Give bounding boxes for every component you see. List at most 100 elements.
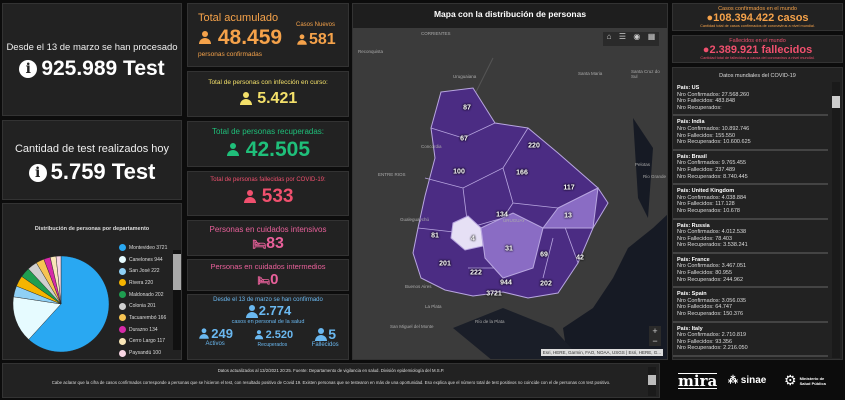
country-fall: Nro Fallecidos: 93.356 [677,338,733,345]
legend-item[interactable]: Canelones 944 [119,254,171,266]
country-rec: Nro Recuperados: 8.740.445 [677,173,748,180]
department-count-label[interactable]: 202 [540,280,552,288]
department-count-label[interactable]: 69 [540,251,548,259]
country-item[interactable]: País: United Kingdom Nro Confirmados: 4.0… [673,185,828,220]
info-icon [28,164,47,183]
place-label: ENTRE RIOS [378,172,406,177]
legend-label: Cerro Largo 117 [129,338,166,345]
footer-note: Cabe aclarar que la cifra de casos confi… [51,380,611,385]
icu-title: Personas en cuidados intensivos [209,225,327,234]
zoom-out-button[interactable]: − [652,336,658,346]
qr-icon[interactable]: ▦ [647,32,656,41]
place-label: Uruguaiana [453,74,477,79]
legend-swatch [119,314,126,322]
legend-item[interactable]: Maldonado 202 [119,289,171,301]
legend-item[interactable]: San José 222 [119,265,171,277]
department-count-label[interactable]: 166 [516,169,528,177]
country-conf: Nro Confirmados: 9.765.455 [677,160,747,167]
country-item[interactable]: País: US Nro Confirmados: 27.568.260 Nro F… [673,82,828,117]
basemap-icon[interactable]: ◉ [633,32,641,41]
legend-item[interactable]: Rivera 220 [119,277,171,289]
health-sub: casos en personal de la salud [231,318,305,325]
country-list-scrollbar[interactable] [832,82,840,358]
department-count-label[interactable]: 220 [528,142,540,150]
legend-label: Durazno 134 [129,326,158,333]
country-item[interactable]: País: Russia Nro Confirmados: 4.012.538 Nr… [673,220,828,254]
legend-item[interactable]: Tacuarembó 166 [119,312,171,324]
department-count-label[interactable]: 4 [471,235,475,243]
pie-slice-montevideo[interactable] [28,255,110,353]
legend-item[interactable]: Colonia 201 [119,300,171,312]
department-count-label[interactable]: 81 [431,232,439,240]
pie-slice-canelones[interactable] [12,296,62,340]
country-item[interactable]: País: Italy Nro Confirmados: 2.710.819 Nro… [673,323,828,357]
accumulated-panel: Total acumulado 48.459 personas confirma… [187,3,349,67]
world-deaths-value: 2.389.921 fallecidos [709,44,813,56]
place-label: Pelotas [635,162,651,167]
country-item[interactable]: País: Spain Nro Confirmados: 3.056.035 Nro… [673,288,828,323]
legend-item[interactable]: Montevideo 3721 [119,242,171,254]
tests-today-panel: Cantidad de test realizados hoy 5.759 Te… [2,120,182,200]
country-item[interactable]: País: France Nro Confirmados: 3.467.051 Nr… [673,254,828,289]
accumulated-sub: personas confirmadas [198,51,262,58]
country-item[interactable]: País: India Nro Confirmados: 10.892.746 Nr… [673,116,828,151]
department-count-label[interactable]: 67 [460,135,468,143]
legend-label: Tacuarembó 166 [129,314,167,321]
legend-item[interactable]: Durazno 134 [119,324,171,336]
legend-label: Paysandú 100 [129,350,161,357]
legend-swatch [119,302,126,310]
deaths-panel: Total de personas fallecidas por COVID-1… [187,171,349,216]
place-label: URUGUAY [503,218,526,223]
map-toolbar: ⌂ ☰ ◉ ▦ [603,32,659,46]
legend-scrollbar[interactable] [173,250,181,350]
legend-item[interactable]: Cerro Largo 117 [119,336,171,348]
country-rec: Nro Recuperados: 10.600.625 [677,139,751,146]
department-count-label[interactable]: 31 [505,245,513,253]
department-count-label[interactable]: 100 [453,168,465,176]
department-count-label[interactable]: 134 [496,211,508,219]
country-item[interactable]: País: Brasil Nro Confirmados: 9.765.455 Nr… [673,151,828,186]
active-title: Total de personas con infección en curso… [208,79,328,86]
country-fall: Nro Fallecidos: 64.747 [677,304,733,311]
map-title: Mapa con la distribución de personas [353,4,667,28]
new-cases-value: 581 [309,31,336,48]
department-count-label[interactable]: 3721 [486,290,502,298]
place-label: Buenos Aires [405,284,432,289]
health-active-label: Activos [205,341,225,348]
world-deaths-sub: Cantidad total de fallecidos a causa del… [700,56,815,60]
world-confirmed-sub: Cantidad total de casos confirmados de c… [700,24,815,28]
department-count-label[interactable]: 222 [470,269,482,277]
legend-swatch [119,256,126,264]
sinae-text: sinae [740,375,767,386]
pie-slice-paysandú[interactable] [55,255,62,305]
person-icon [226,143,240,157]
country-conf: Nro Confirmados: 2.710.819 [677,332,747,339]
zoom-in-button[interactable]: + [652,326,658,336]
country-list[interactable]: País: US Nro Confirmados: 27.568.260 Nro F… [673,82,828,359]
department-count-label[interactable]: 944 [500,279,512,287]
department-count-label[interactable]: 13 [564,212,572,220]
footer-scrollbar[interactable] [648,367,656,396]
place-label: Santa Maria [578,71,603,76]
department-count-label[interactable]: 201 [439,260,451,268]
deaths-title: Total de personas fallecidas por COVID-1… [210,177,326,183]
map-attribution[interactable]: Esri, HERE, Garmin, FAO, NOAA, USGS | Es… [540,349,663,356]
department-count-label[interactable]: 42 [576,254,584,262]
country-rec: Nro Recuperados: 2.216.050 [677,345,748,352]
country-pais: País: United Kingdom [677,188,735,195]
person-icon [239,91,253,106]
department-count-label[interactable]: 87 [463,104,471,112]
country-pais: País: France [677,256,710,263]
department-count-label[interactable]: 117 [563,184,575,192]
intermediate-panel: Personas en cuidados intermedios 🛏0 [187,259,349,291]
legend-item[interactable]: Paysandú 100 [119,347,171,359]
legend-swatch [119,279,126,287]
country-item[interactable]: País: TurkeyNro Confirmados: 2.579.896 [673,357,828,359]
world-confirmed-value: 108.394.422 casos [713,12,809,24]
home-icon[interactable]: ⌂ [606,32,612,41]
legend-swatch [119,291,126,299]
map-canvas[interactable] [353,28,668,360]
list-icon[interactable]: ☰ [618,32,627,41]
country-conf: Nro Confirmados: 4.038.884 [677,194,747,201]
world-list-title: Datos mundiales del COVID-19 [719,73,796,79]
